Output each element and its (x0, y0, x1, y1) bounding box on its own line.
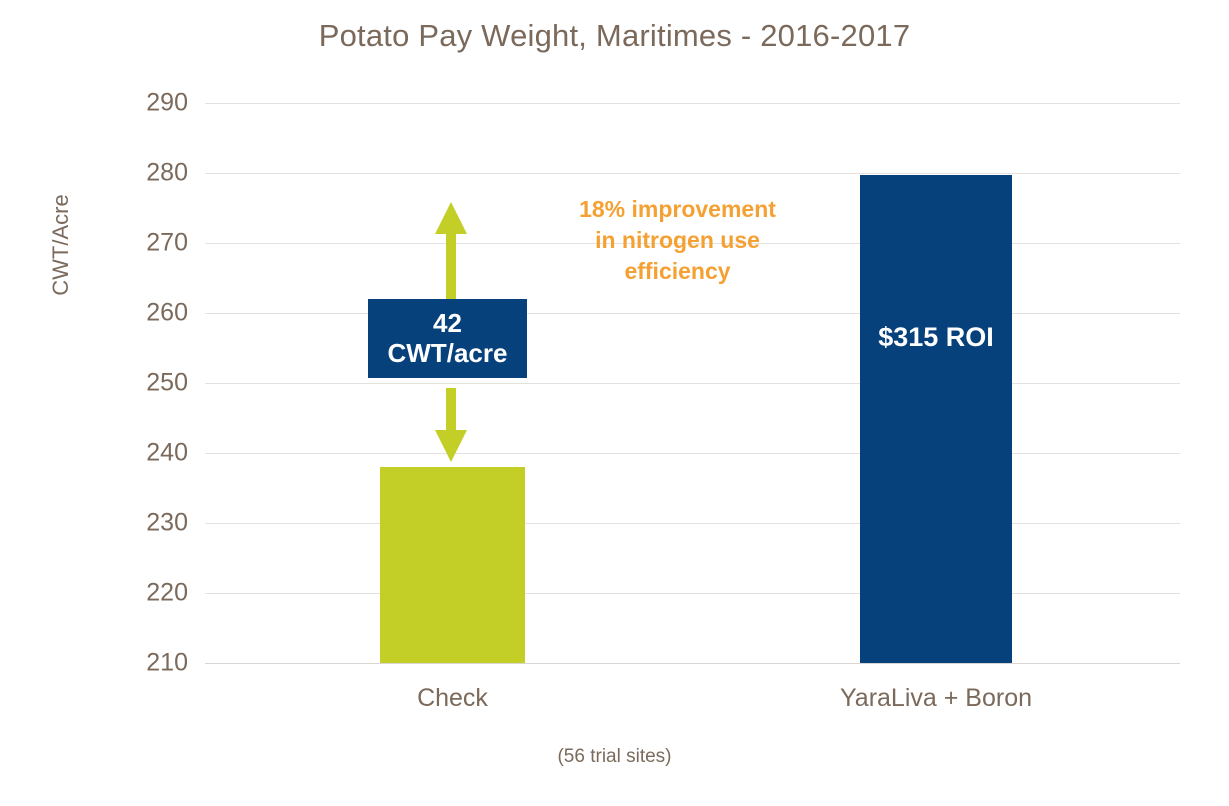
chart-title: Potato Pay Weight, Maritimes - 2016-2017 (318, 18, 911, 53)
chart-footnote: (56 trial sites) (557, 746, 672, 767)
x-axis-label-treatment: YaraLiva + Boron (839, 684, 1033, 712)
gridline (205, 453, 1180, 454)
plot-area (205, 103, 1180, 664)
y-axis-title: CWT/Acre (48, 194, 73, 296)
annotation-line-3: efficiency (624, 257, 731, 284)
gridline (205, 313, 1180, 314)
gridline (205, 663, 1180, 664)
y-axis-tick-label: 280 (146, 158, 188, 187)
y-axis-tick-label: 260 (146, 298, 188, 327)
x-axis-label-check: Check (417, 684, 488, 712)
y-axis-tick-label: 210 (146, 648, 188, 677)
callout-unit: CWT/acre (387, 337, 508, 368)
annotation-line-2: in nitrogen use (595, 226, 760, 253)
y-axis-tick-label: 220 (146, 578, 188, 607)
gridline (205, 383, 1180, 384)
y-axis-tick-label: 230 (146, 508, 188, 537)
gridline (205, 103, 1180, 104)
roi-label: $315 ROI (878, 322, 994, 352)
gridline (205, 523, 1180, 524)
arrow-down-icon (435, 388, 467, 462)
y-axis-tick-label: 290 (146, 88, 188, 117)
gridline (205, 243, 1180, 244)
gridline (205, 173, 1180, 174)
annotation-line-1: 18% improvement (579, 196, 776, 222)
y-axis-tick-label: 250 (146, 368, 188, 397)
bar-check[interactable] (380, 467, 525, 663)
arrow-up-icon (435, 202, 467, 302)
gridline (205, 593, 1180, 594)
callout-value: 42 (433, 308, 462, 339)
bar-treatment[interactable] (860, 175, 1012, 663)
y-axis-tick-label: 270 (146, 228, 188, 257)
difference-callout-box: 42 CWT/acre (368, 299, 527, 378)
y-axis-tick-label: 240 (146, 438, 188, 467)
nitrogen-efficiency-annotation: 18% improvement in nitrogen use efficien… (540, 194, 815, 286)
